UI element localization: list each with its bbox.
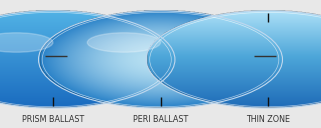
Ellipse shape (87, 33, 160, 52)
Text: THIN ZONE: THIN ZONE (246, 115, 290, 124)
Text: PERI BALLAST: PERI BALLAST (133, 115, 188, 124)
Ellipse shape (0, 33, 53, 52)
Text: PRISM BALLAST: PRISM BALLAST (22, 115, 84, 124)
